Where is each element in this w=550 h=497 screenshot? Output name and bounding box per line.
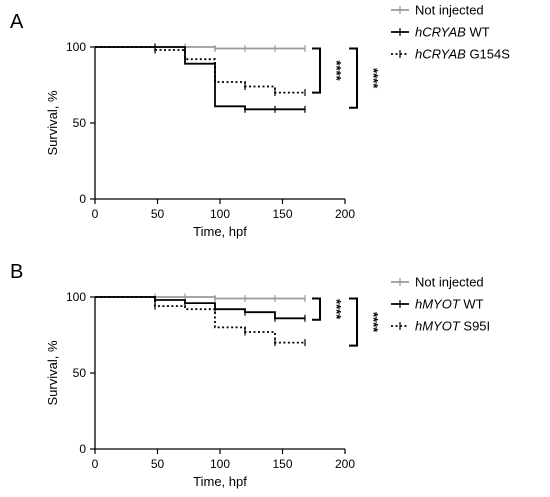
legend-label: hMYOT S95I <box>415 319 490 334</box>
y-axis-title: Survival, % <box>45 90 60 155</box>
series-line-1 <box>95 296 305 320</box>
significance-bracket <box>349 47 358 109</box>
legend-label: Not injected <box>415 3 484 18</box>
legend-gene-name: hCRYAB <box>415 47 466 62</box>
legend-gene-name: hCRYAB <box>415 25 466 40</box>
x-tick-label: 200 <box>335 457 355 471</box>
y-tick-label: 100 <box>66 40 86 54</box>
legend-variant: G154S <box>466 47 510 62</box>
significance-label: **** <box>366 312 381 333</box>
x-tick-label: 100 <box>210 207 230 221</box>
x-tick-label: 150 <box>272 207 292 221</box>
panel-label: B <box>10 261 23 283</box>
x-tick-label: 200 <box>335 207 355 221</box>
significance-bracket <box>312 47 321 94</box>
x-axis-title: Time, hpf <box>193 474 247 489</box>
legend-variant: WT <box>460 297 484 312</box>
legend-label: hCRYAB WT <box>415 25 490 40</box>
y-tick-label: 50 <box>73 116 87 130</box>
y-tick-label: 0 <box>79 442 86 456</box>
legend-variant: WT <box>466 25 490 40</box>
x-tick-label: 150 <box>272 457 292 471</box>
legend-label: hMYOT WT <box>415 297 484 312</box>
legend-label: Not injected <box>415 275 484 290</box>
series-line-1 <box>95 46 305 111</box>
panel-B: B 0 50 100 150 200 0 50 100 Time, hpf Survival, % N… <box>10 261 490 489</box>
legend-entry: hCRYAB G154S <box>391 47 510 62</box>
significance-label: **** <box>329 299 344 320</box>
legend-entry: hMYOT S95I <box>391 319 490 334</box>
x-axis-title: Time, hpf <box>193 224 247 239</box>
significance-bracket <box>312 297 321 321</box>
legend-gene-name: hMYOT <box>415 297 461 312</box>
legend-entry: Not injected <box>391 275 484 290</box>
panel-label: A <box>10 11 24 33</box>
x-tick-label: 50 <box>151 457 165 471</box>
legend-variant: S95I <box>460 319 490 334</box>
legend-gene-name: hMYOT <box>415 319 461 334</box>
x-tick-label: 100 <box>210 457 230 471</box>
significance-label: **** <box>329 60 344 81</box>
significance-label: **** <box>366 68 381 89</box>
x-tick-label: 50 <box>151 207 165 221</box>
panel-A: A 0 50 100 150 200 0 50 100 Time, hpf Survival, % N… <box>10 3 510 240</box>
y-axis-title: Survival, % <box>45 340 60 405</box>
y-tick-label: 50 <box>73 366 87 380</box>
x-tick-label: 0 <box>92 457 99 471</box>
y-tick-label: 0 <box>79 192 86 206</box>
legend-entry: Not injected <box>391 3 484 18</box>
significance-bracket <box>349 297 358 347</box>
legend-entry: hMYOT WT <box>391 297 484 312</box>
x-tick-label: 0 <box>92 207 99 221</box>
y-tick-label: 100 <box>66 290 86 304</box>
legend-entry: hCRYAB WT <box>391 25 490 40</box>
legend-label: hCRYAB G154S <box>415 47 510 62</box>
series-line-2 <box>95 46 305 94</box>
